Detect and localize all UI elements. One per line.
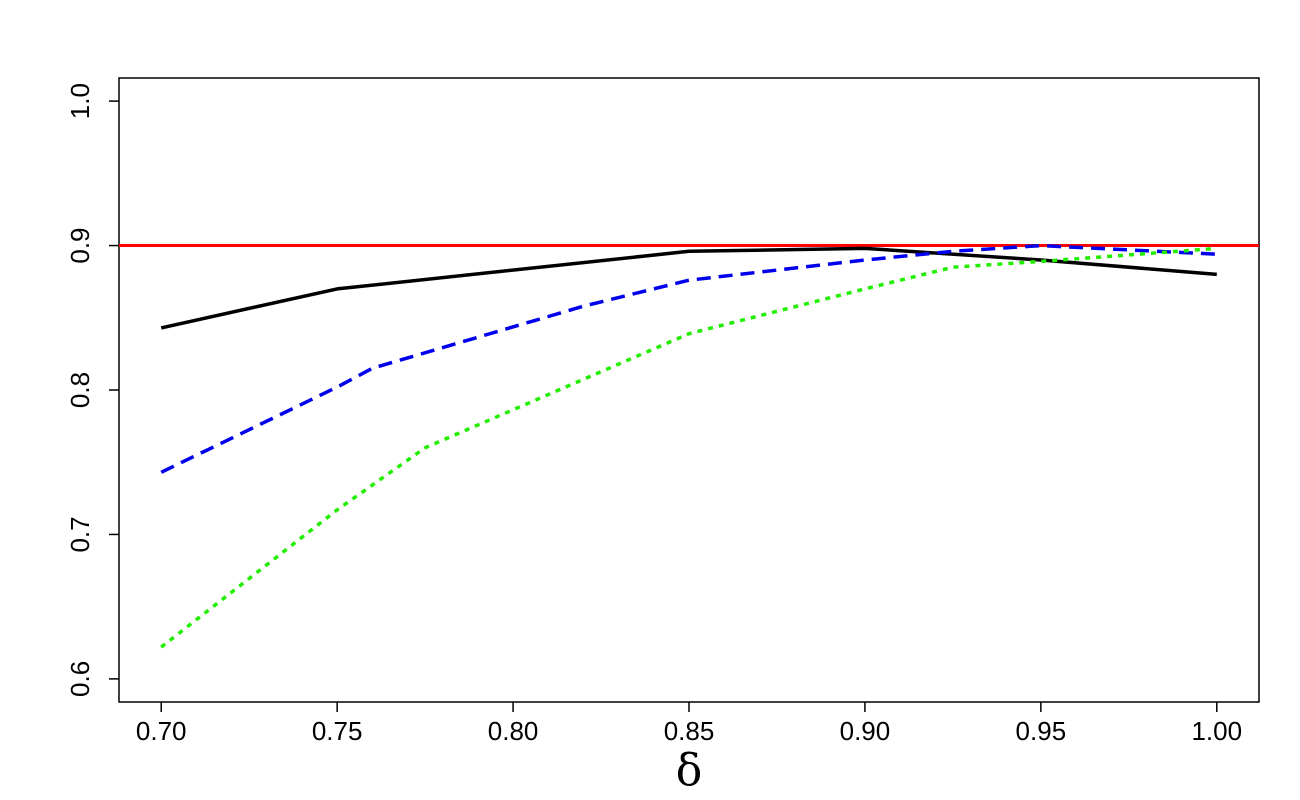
x-tick-label: 0.70	[136, 716, 187, 746]
y-tick-label: 0.6	[65, 661, 95, 697]
y-tick-label: 0.8	[65, 372, 95, 408]
y-tick-label: 0.7	[65, 516, 95, 552]
x-tick-label: 0.90	[840, 716, 891, 746]
series-line-2	[160, 243, 1217, 474]
x-axis: 0.70 0.75 0.80 0.85 0.90 0.95 1.00	[136, 702, 1242, 746]
x-axis-title: δ	[676, 745, 703, 796]
y-tick-label: 0.9	[65, 227, 95, 263]
series-line-1	[160, 246, 1217, 330]
series-line-3	[160, 246, 1217, 649]
x-tick-label: 0.95	[1016, 716, 1067, 746]
x-tick-label: 0.80	[488, 716, 539, 746]
x-tick-label: 0.75	[312, 716, 363, 746]
plot-frame	[118, 77, 1260, 703]
x-tick-label: 0.85	[664, 716, 715, 746]
y-tick-label: 1.0	[65, 83, 95, 119]
y-axis: 0.6 0.7 0.8 0.9 1.0	[65, 83, 119, 697]
series-layer	[160, 243, 1217, 649]
x-tick-label: 1.00	[1191, 716, 1242, 746]
